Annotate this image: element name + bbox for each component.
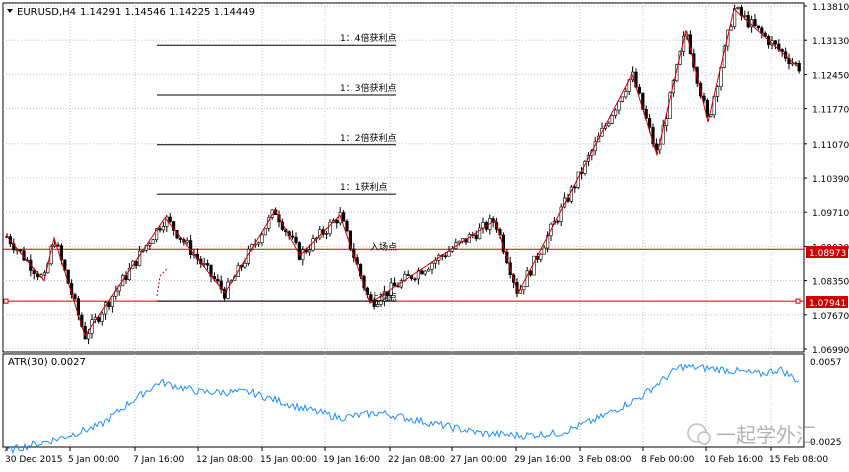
stop-label: 止损点 (370, 291, 397, 303)
price-tick-label: 1.08350 (812, 278, 849, 288)
entry-price-badge-bg (806, 246, 848, 258)
zigzag-indicator (5, 8, 799, 338)
time-tick-label: 5 Jan 00:00 (68, 455, 120, 465)
stop-price-badge-bg (806, 296, 848, 308)
price-tick-label: 1.12450 (812, 71, 849, 81)
price-tick-label: 1.11070 (812, 141, 849, 151)
time-tick-label: 12 Jan 08:00 (196, 455, 253, 465)
watermark-text: 一起学外汇 (716, 423, 816, 447)
atr-scale-bottom: 0.0025 (810, 438, 842, 448)
price-tick-label: 1.11770 (812, 106, 849, 116)
time-tick-label: 29 Jan 16:00 (514, 455, 571, 465)
stop-price-badge: 1.07941 (809, 299, 846, 309)
profit-level-label: 1：4倍获利点 (340, 32, 396, 44)
time-tick-label: 30 Dec 2015 (5, 455, 63, 465)
price-tick-label: 1.07670 (812, 312, 849, 322)
watermark: 一起学外汇 (687, 423, 816, 447)
time-tick-label: 19 Jan 16:00 (323, 455, 380, 465)
atr-scale-top: 0.0057 (810, 358, 842, 368)
price-tick-label: 1.13130 (812, 37, 849, 47)
atr-label: ATR(30) 0.0027 (8, 357, 86, 368)
time-tick-label: 8 Feb 00:00 (641, 455, 695, 465)
time-axis: 30 Dec 2015 5 Jan 00:00 7 Jan 16:00 12 Jan … (5, 447, 828, 465)
profit-level-label: 1：2倍获利点 (340, 132, 396, 144)
indicator-frame (2, 353, 805, 448)
price-tick-label: 1.13810 (812, 3, 849, 13)
time-tick-label: 27 Jan 00:00 (450, 455, 507, 465)
ohlc-values: 1.14291 1.14546 1.14225 1.14449 (80, 7, 255, 18)
time-tick-label: 22 Jan 08:00 (388, 455, 445, 465)
symbol-timeframe: EURUSD,H4 (17, 7, 76, 18)
entry-price-badge: 1.08973 (809, 249, 846, 259)
atr-line (4, 363, 800, 455)
horizontal-lines (3, 248, 804, 304)
price-tick-label: 1.09710 (812, 209, 849, 219)
time-tick-label: 7 Jan 16:00 (133, 455, 185, 465)
collapse-arrow-icon[interactable] (7, 9, 13, 13)
time-tick-label: 15 Jan 00:00 (260, 455, 317, 465)
profit-levels: 1：4倍获利点 1：3倍获利点 1：2倍获利点 1：1获利点 (157, 32, 396, 195)
time-tick-label: 10 Feb 16:00 (704, 455, 763, 465)
price-axis: 1.13810 1.13130 1.12450 1.11770 1.11070 1.103… (804, 3, 849, 356)
price-tick-label: 1.10390 (812, 175, 849, 185)
profit-level-label: 1：3倍获利点 (340, 82, 396, 94)
profit-level-label: 1：1获利点 (340, 181, 387, 193)
time-tick-label: 3 Feb 08:00 (578, 455, 632, 465)
price-tick-label: 1.06990 (812, 346, 849, 356)
entry-label: 入场点 (370, 242, 397, 253)
time-tick-label: 15 Feb 08:00 (769, 455, 828, 465)
main-chart-frame (2, 2, 805, 353)
